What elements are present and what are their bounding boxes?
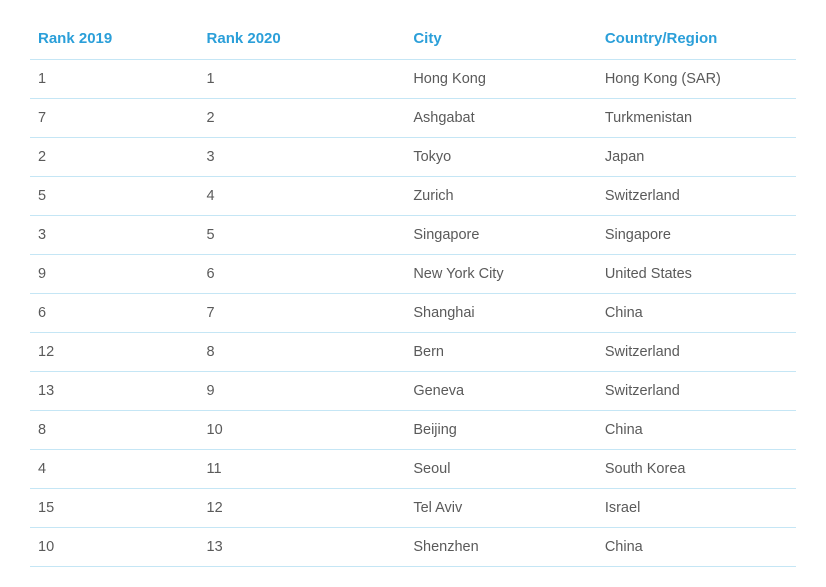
cell-rank2019: 4 <box>30 450 199 489</box>
cell-country: China <box>597 294 796 333</box>
cell-rank2020: 10 <box>199 411 406 450</box>
cell-rank2019: 9 <box>30 255 199 294</box>
cell-city: Zurich <box>405 177 597 216</box>
cell-city: New York City <box>405 255 597 294</box>
cell-city: Bern <box>405 333 597 372</box>
cell-country: Singapore <box>597 216 796 255</box>
table-row: 411SeoulSouth Korea <box>30 450 796 489</box>
table-row: 1013ShenzhenChina <box>30 528 796 567</box>
cell-city: Singapore <box>405 216 597 255</box>
cell-country: Israel <box>597 489 796 528</box>
cell-rank2019: 7 <box>30 99 199 138</box>
cell-rank2020: 4 <box>199 177 406 216</box>
cell-city: Hong Kong <box>405 60 597 99</box>
cell-city: Ashgabat <box>405 99 597 138</box>
table-header-row: Rank 2019 Rank 2020 City Country/Region <box>30 20 796 60</box>
table-row: 96New York CityUnited States <box>30 255 796 294</box>
cell-rank2020: 13 <box>199 528 406 567</box>
table-row: 23TokyoJapan <box>30 138 796 177</box>
cell-country: China <box>597 528 796 567</box>
cell-rank2019: 8 <box>30 411 199 450</box>
table-row: 54ZurichSwitzerland <box>30 177 796 216</box>
cell-city: Geneva <box>405 372 597 411</box>
table-row: 11Hong KongHong Kong (SAR) <box>30 60 796 99</box>
cell-rank2019: 6 <box>30 294 199 333</box>
cell-city: Beijing <box>405 411 597 450</box>
cell-rank2019: 2 <box>30 138 199 177</box>
cell-country: Switzerland <box>597 333 796 372</box>
table-row: 139GenevaSwitzerland <box>30 372 796 411</box>
table-row: 128BernSwitzerland <box>30 333 796 372</box>
cell-country: Switzerland <box>597 372 796 411</box>
cell-rank2019: 5 <box>30 177 199 216</box>
header-rank-2020: Rank 2020 <box>199 20 406 60</box>
cell-country: United States <box>597 255 796 294</box>
cell-rank2020: 7 <box>199 294 406 333</box>
table-row: 35SingaporeSingapore <box>30 216 796 255</box>
cell-rank2020: 2 <box>199 99 406 138</box>
cell-city: Tokyo <box>405 138 597 177</box>
cell-city: Tel Aviv <box>405 489 597 528</box>
cell-rank2019: 15 <box>30 489 199 528</box>
header-country: Country/Region <box>597 20 796 60</box>
cell-city: Shanghai <box>405 294 597 333</box>
cell-country: South Korea <box>597 450 796 489</box>
header-city: City <box>405 20 597 60</box>
cell-rank2020: 5 <box>199 216 406 255</box>
table-row: 67ShanghaiChina <box>30 294 796 333</box>
ranking-table: Rank 2019 Rank 2020 City Country/Region … <box>30 20 796 567</box>
cell-rank2020: 1 <box>199 60 406 99</box>
cell-city: Seoul <box>405 450 597 489</box>
table-row: 72AshgabatTurkmenistan <box>30 99 796 138</box>
cell-rank2020: 3 <box>199 138 406 177</box>
cell-country: Hong Kong (SAR) <box>597 60 796 99</box>
cell-rank2020: 12 <box>199 489 406 528</box>
cell-country: Turkmenistan <box>597 99 796 138</box>
header-rank-2019: Rank 2019 <box>30 20 199 60</box>
cell-rank2020: 11 <box>199 450 406 489</box>
cell-rank2019: 13 <box>30 372 199 411</box>
cell-rank2020: 8 <box>199 333 406 372</box>
cell-country: China <box>597 411 796 450</box>
table-row: 1512Tel AvivIsrael <box>30 489 796 528</box>
cell-rank2019: 10 <box>30 528 199 567</box>
cell-rank2019: 3 <box>30 216 199 255</box>
cell-rank2019: 1 <box>30 60 199 99</box>
cell-rank2020: 6 <box>199 255 406 294</box>
cell-rank2020: 9 <box>199 372 406 411</box>
cell-rank2019: 12 <box>30 333 199 372</box>
table-row: 810BeijingChina <box>30 411 796 450</box>
cell-country: Japan <box>597 138 796 177</box>
table-body: 11Hong KongHong Kong (SAR) 72AshgabatTur… <box>30 60 796 567</box>
cell-city: Shenzhen <box>405 528 597 567</box>
cell-country: Switzerland <box>597 177 796 216</box>
